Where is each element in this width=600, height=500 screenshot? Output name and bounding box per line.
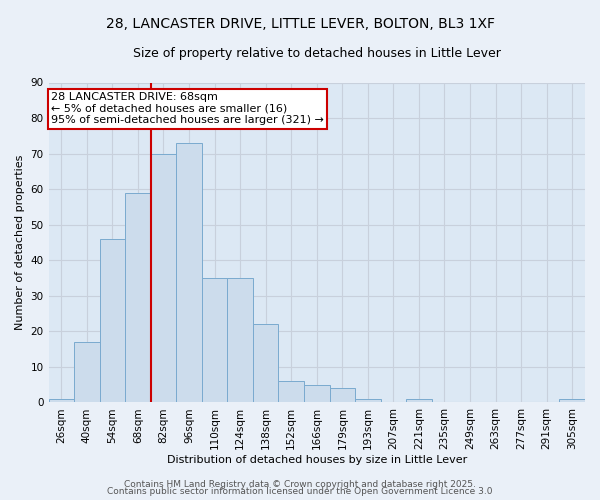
Bar	[202, 278, 227, 402]
Bar	[355, 399, 380, 402]
Text: Contains HM Land Registry data © Crown copyright and database right 2025.: Contains HM Land Registry data © Crown c…	[124, 480, 476, 489]
Bar	[227, 278, 253, 402]
Bar	[125, 192, 151, 402]
Bar	[253, 324, 278, 402]
Bar	[100, 239, 125, 402]
Y-axis label: Number of detached properties: Number of detached properties	[15, 155, 25, 330]
X-axis label: Distribution of detached houses by size in Little Lever: Distribution of detached houses by size …	[167, 455, 467, 465]
Bar	[304, 384, 329, 402]
Bar	[329, 388, 355, 402]
Bar	[559, 399, 585, 402]
Bar	[151, 154, 176, 402]
Text: 28 LANCASTER DRIVE: 68sqm
← 5% of detached houses are smaller (16)
95% of semi-d: 28 LANCASTER DRIVE: 68sqm ← 5% of detach…	[51, 92, 324, 126]
Bar	[74, 342, 100, 402]
Bar	[176, 143, 202, 403]
Text: 28, LANCASTER DRIVE, LITTLE LEVER, BOLTON, BL3 1XF: 28, LANCASTER DRIVE, LITTLE LEVER, BOLTO…	[106, 18, 494, 32]
Bar	[49, 399, 74, 402]
Bar	[278, 381, 304, 402]
Title: Size of property relative to detached houses in Little Lever: Size of property relative to detached ho…	[133, 48, 501, 60]
Text: Contains public sector information licensed under the Open Government Licence 3.: Contains public sector information licen…	[107, 488, 493, 496]
Bar	[406, 399, 432, 402]
